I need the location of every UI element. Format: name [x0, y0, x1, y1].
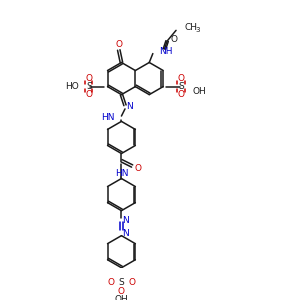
- Text: HN: HN: [116, 169, 129, 178]
- Text: NH: NH: [159, 47, 172, 56]
- Text: S: S: [86, 82, 92, 91]
- Text: OH: OH: [115, 296, 128, 300]
- Text: OH: OH: [193, 86, 206, 95]
- Text: HO: HO: [65, 82, 79, 91]
- Text: O: O: [118, 287, 125, 296]
- Text: O: O: [134, 164, 141, 173]
- Text: HN: HN: [101, 113, 114, 122]
- Text: S: S: [118, 278, 124, 286]
- Text: O: O: [107, 278, 114, 286]
- Text: O: O: [115, 40, 122, 49]
- Text: N: N: [122, 216, 129, 225]
- Text: O: O: [129, 278, 136, 286]
- Text: S: S: [178, 82, 184, 91]
- Text: O: O: [178, 74, 184, 83]
- Text: CH: CH: [185, 23, 198, 32]
- Text: N: N: [122, 230, 129, 238]
- Text: 3: 3: [196, 27, 200, 33]
- Text: O: O: [171, 35, 178, 44]
- Text: O: O: [85, 74, 92, 83]
- Text: O: O: [85, 90, 92, 99]
- Text: N: N: [126, 102, 133, 111]
- Text: O: O: [178, 90, 184, 99]
